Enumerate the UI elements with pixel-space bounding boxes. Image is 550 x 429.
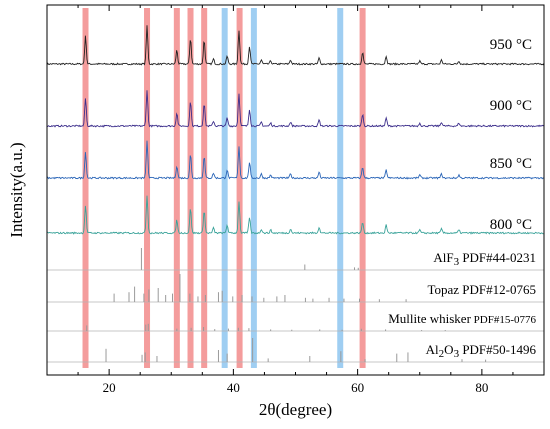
reference-label-subscript: 3 [454,348,460,360]
chart-labels: 20 40 60 80 2θ(degree) Intensity(a.u.) 950 °C 9… [7,37,536,419]
series-label-3: 800 °C [490,217,532,233]
x-tick-label: 40 [227,380,240,395]
highlight-bands [82,8,366,368]
highlight-band-4 [201,8,208,368]
reference-label-subscript: 3 [454,256,460,268]
reference-label-rest: PDF#15-0776 [471,314,537,326]
series-line-3 [46,195,544,235]
reference-label-main: Mullite whisker [388,311,471,326]
reference-label-rest: PDF#44-0231 [459,250,536,265]
series-line-0 [46,25,545,66]
reference-label-0: AlF3 PDF#44-0231 [433,250,536,268]
reference-label-1: Topaz PDF#12-0765 [427,282,536,297]
reference-label-main: Al [426,342,439,357]
highlight-band-6 [236,8,243,368]
reference-patterns [47,248,544,363]
reference-label-2: Mullite whisker PDF#15-0776 [388,311,536,326]
series-line-2 [46,140,545,180]
reference-label-3: Al2O3 PDF#50-1496 [426,342,537,360]
highlight-band-8 [337,8,344,368]
series-line-1 [46,90,545,128]
highlight-band-3 [187,8,194,368]
highlight-band-0 [82,8,89,368]
reference-label-main: AlF [433,250,453,265]
y-axis-label: Intensity(a.u.) [7,142,26,237]
x-tick-label: 20 [103,380,116,395]
highlight-band-5 [221,8,228,368]
highlight-band-7 [250,8,257,368]
axes [46,4,545,376]
highlight-band-9 [359,8,366,368]
highlight-band-1 [144,8,151,368]
series-label-2: 850 °C [490,156,532,172]
reference-label-subscript: 2 [439,348,445,360]
x-tick-label: 80 [475,380,488,395]
x-tick-label: 60 [351,380,364,395]
x-axis-label: 2θ(degree) [259,400,332,419]
highlight-band-2 [173,8,180,368]
series-label-0: 950 °C [490,37,532,53]
reference-label-rest: PDF#50-1496 [459,342,536,357]
reference-label-mid: O [444,342,453,357]
diffraction-series [46,25,545,235]
reference-label-main: Topaz PDF#12-0765 [427,282,536,297]
series-label-1: 900 °C [490,98,532,114]
